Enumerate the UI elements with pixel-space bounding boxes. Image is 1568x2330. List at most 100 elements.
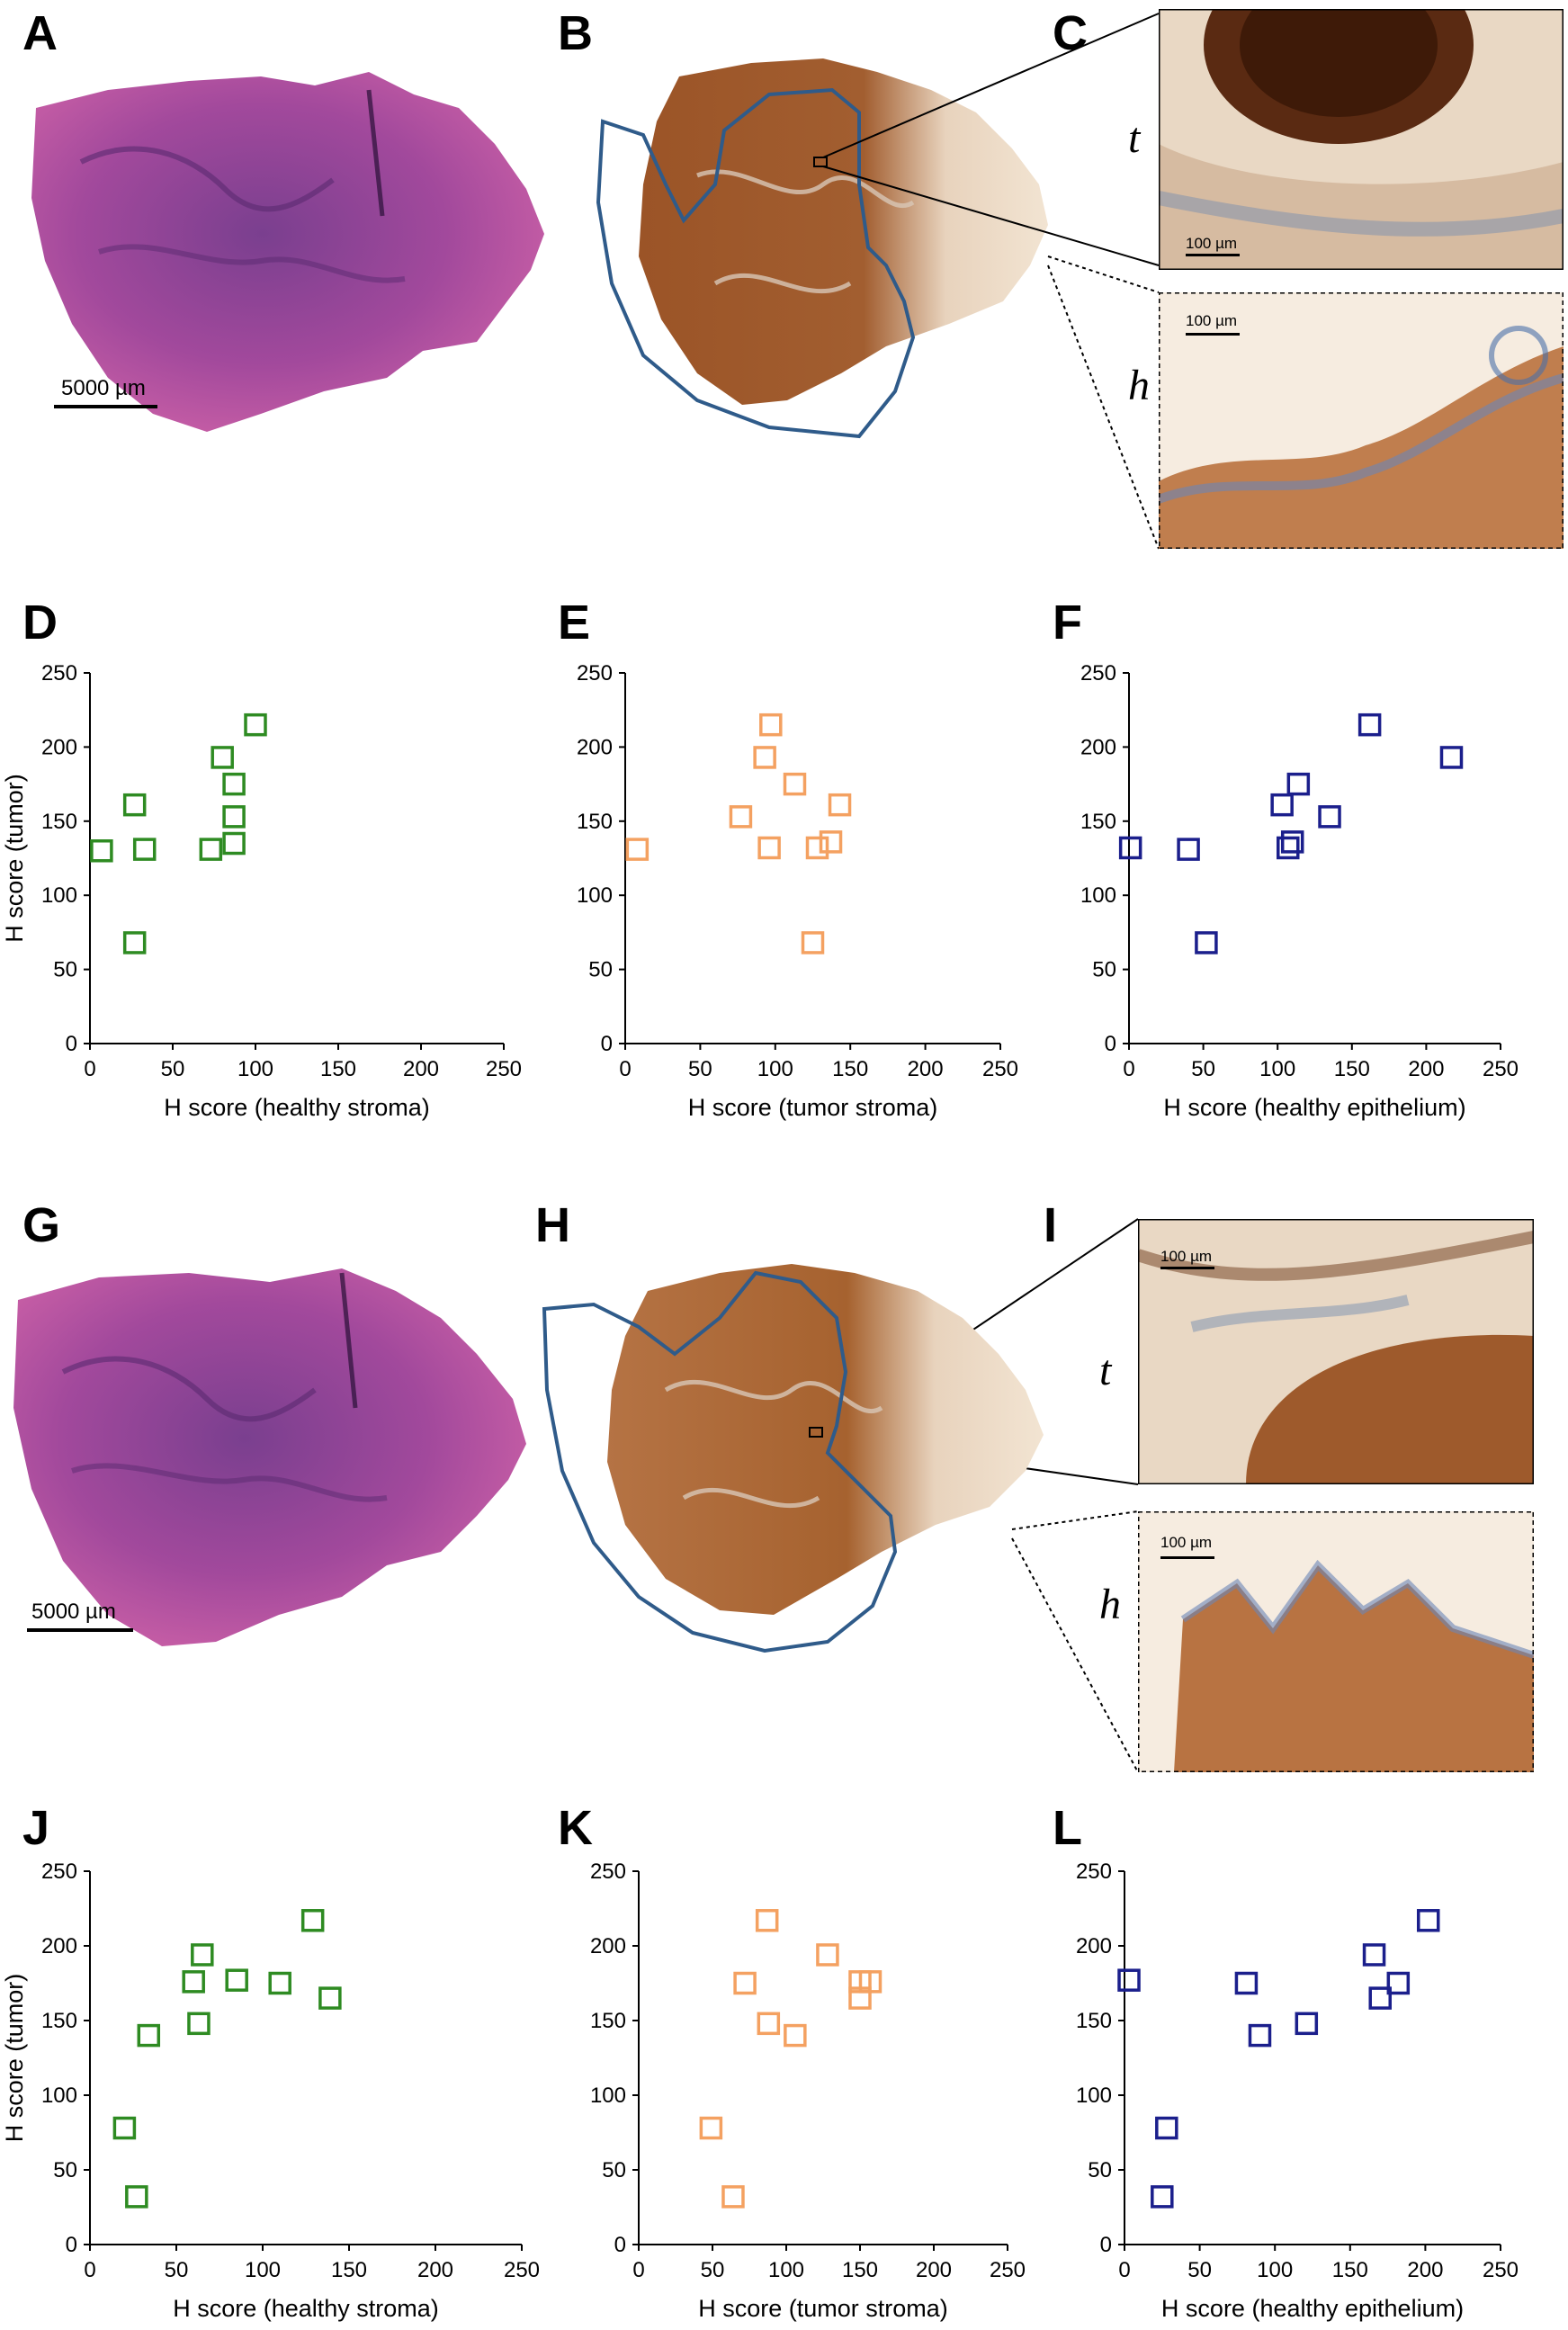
data-point-e — [819, 830, 843, 854]
y-tick-label-d: 250 — [41, 661, 77, 686]
data-point-d — [222, 772, 246, 796]
he-stained-section-g — [13, 1268, 526, 1646]
x-tick-label-j: 0 — [84, 2258, 95, 2282]
data-point-l — [1234, 1971, 1259, 1995]
scalebar-line-a — [54, 405, 157, 408]
data-point-j — [125, 2185, 148, 2209]
panel-label-k: K — [558, 1801, 593, 1855]
y-tick-label-l: 200 — [1076, 1934, 1112, 1958]
data-point-j — [318, 1986, 342, 2010]
y-tick-label-e: 100 — [577, 883, 613, 908]
y-tick-label-f: 200 — [1080, 735, 1116, 759]
y-axis-label-j: H score (tumor) — [1, 1974, 28, 2143]
y-tick-label-d: 50 — [53, 958, 77, 982]
data-point-e — [805, 836, 829, 860]
data-point-d — [199, 838, 223, 861]
x-tick-label-l: 150 — [1332, 2258, 1368, 2282]
panel-label-j: J — [22, 1801, 50, 1855]
x-tick-label-j: 50 — [165, 2258, 189, 2282]
data-point-f — [1286, 772, 1311, 796]
data-point-e — [828, 793, 852, 817]
micro-label-healthy-c: h — [1128, 362, 1150, 409]
data-point-l — [1368, 1986, 1392, 2010]
x-tick-label-j: 150 — [331, 2258, 367, 2282]
panel-label-a: A — [22, 6, 58, 60]
y-tick-label-d: 0 — [66, 1032, 77, 1056]
microbar-label-i: 100 µm — [1160, 1248, 1213, 1265]
x-tick-label-f: 0 — [1123, 1057, 1134, 1081]
data-point-l — [1117, 1968, 1141, 1992]
y-tick-label-l: 0 — [1100, 2233, 1112, 2257]
x-axis-label-l: H score (healthy epithelium) — [1161, 2295, 1464, 2322]
y-tick-label-k: 150 — [590, 2009, 626, 2033]
panel-label-c: C — [1053, 6, 1088, 60]
data-point-l — [1155, 2116, 1178, 2140]
he-stained-section-a — [31, 72, 544, 432]
y-tick-label-d: 150 — [41, 810, 77, 834]
data-point-j — [182, 1970, 205, 1994]
data-point-j — [225, 1968, 248, 1992]
data-point-j — [268, 1971, 291, 1995]
data-point-f — [1318, 805, 1341, 829]
y-axis-label-d: H score (tumor) — [1, 774, 28, 943]
x-tick-label-f: 250 — [1483, 1057, 1519, 1081]
panel-label-d: D — [22, 596, 58, 650]
scalebar-line-g — [27, 1628, 133, 1632]
data-point-l — [1416, 1909, 1440, 1932]
x-tick-label-j: 250 — [504, 2258, 540, 2282]
x-tick-label-l: 250 — [1483, 2258, 1519, 2282]
data-point-e — [729, 805, 753, 829]
data-point-k — [848, 1986, 872, 2010]
y-tick-label-f: 250 — [1080, 661, 1116, 686]
data-point-e — [759, 712, 783, 737]
x-tick-label-k: 200 — [916, 2258, 952, 2282]
x-axis-label-e: H score (tumor stroma) — [688, 1094, 938, 1121]
panel-label-i: I — [1044, 1198, 1058, 1252]
x-tick-label-j: 100 — [245, 2258, 281, 2282]
x-axis-label-k: H score (tumor stroma) — [698, 2295, 948, 2322]
data-point-f — [1277, 836, 1300, 860]
microbar-line-c2 — [1186, 333, 1240, 336]
y-tick-label-j: 200 — [41, 1934, 77, 1958]
x-tick-label-f: 200 — [1408, 1057, 1444, 1081]
y-tick-label-l: 100 — [1076, 2084, 1112, 2108]
data-point-e — [757, 836, 781, 860]
y-tick-label-k: 0 — [614, 2233, 626, 2257]
data-point-d — [122, 793, 147, 817]
data-point-d — [132, 838, 157, 861]
y-tick-label-e: 150 — [577, 810, 613, 834]
data-point-j — [137, 2023, 161, 2048]
micrograph-tumor-c — [1159, 9, 1564, 270]
y-tick-label-d: 200 — [41, 735, 77, 759]
data-point-k — [699, 2116, 723, 2140]
y-tick-label-k: 200 — [590, 1934, 626, 1958]
data-point-f — [1439, 746, 1464, 769]
data-point-e — [801, 931, 825, 954]
data-point-d — [222, 805, 246, 829]
y-tick-label-k: 50 — [602, 2158, 626, 2182]
y-tick-label-j: 150 — [41, 2009, 77, 2033]
panel-label-e: E — [558, 596, 591, 650]
scalebar-label-g: 5000 µm — [31, 1600, 116, 1624]
x-tick-label-e: 200 — [908, 1057, 944, 1081]
panel-label-b: B — [558, 6, 593, 60]
microbar-line-i2 — [1160, 1556, 1214, 1559]
data-point-l — [1386, 1971, 1411, 1995]
x-tick-label-k: 50 — [701, 2258, 725, 2282]
x-tick-label-f: 50 — [1191, 1057, 1215, 1081]
x-tick-label-d: 100 — [237, 1057, 273, 1081]
micro-label-healthy-i: h — [1099, 1581, 1121, 1628]
x-tick-label-e: 150 — [832, 1057, 868, 1081]
microbar-label-c: 100 µm — [1186, 235, 1238, 252]
y-tick-label-f: 0 — [1105, 1032, 1116, 1056]
y-tick-label-j: 0 — [66, 2233, 77, 2257]
x-tick-label-e: 100 — [757, 1057, 793, 1081]
ihc-stained-section-b — [596, 58, 1048, 439]
microbar-line-c — [1186, 254, 1240, 256]
x-tick-label-d: 250 — [486, 1057, 522, 1081]
data-point-e — [783, 772, 807, 796]
y-tick-label-l: 250 — [1076, 1860, 1112, 1884]
data-point-j — [112, 2116, 137, 2140]
data-point-k — [784, 2023, 807, 2048]
